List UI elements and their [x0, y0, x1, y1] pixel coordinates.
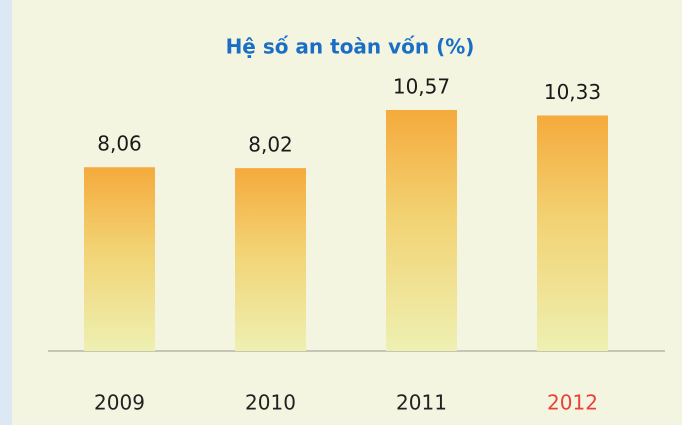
bar	[84, 167, 155, 351]
value-label: 8,06	[97, 132, 142, 156]
bar	[537, 115, 608, 351]
bar	[235, 168, 306, 351]
x-tick-label: 2009	[94, 391, 145, 415]
x-tick-label: 2012	[547, 391, 598, 415]
chart-title: Hệ số an toàn vốn (%)	[226, 35, 475, 59]
side-strip	[0, 0, 12, 425]
x-tick-label: 2010	[245, 391, 296, 415]
value-label: 10,57	[393, 75, 450, 99]
x-tick-label: 2011	[396, 391, 447, 415]
bar	[386, 110, 457, 351]
value-label: 8,02	[248, 133, 293, 157]
value-label: 10,33	[544, 80, 601, 104]
